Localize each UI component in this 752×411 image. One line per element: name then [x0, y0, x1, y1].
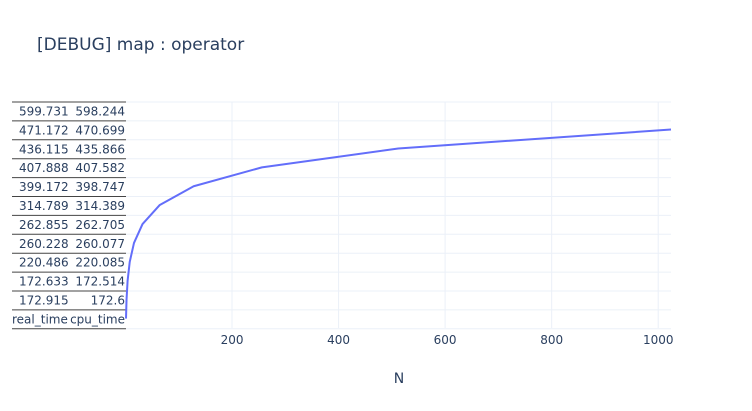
- cell-cpu-time: 262.705: [75, 218, 125, 232]
- cell-real-time: 260.228: [19, 237, 69, 251]
- chart-title: [DEBUG] map : operator: [37, 35, 244, 55]
- column-header-real-time: real_time: [12, 312, 68, 326]
- cell-cpu-time: 435.866: [75, 142, 125, 156]
- series-layer: [125, 128, 672, 319]
- cell-cpu-time: 314.389: [75, 199, 125, 213]
- cell-real-time: 172.633: [19, 275, 69, 289]
- column-header-cpu-time: cpu_time: [70, 312, 125, 326]
- cell-real-time: 220.486: [19, 256, 69, 270]
- cell-cpu-time: 172.514: [75, 275, 125, 289]
- cell-cpu-time: 172.6: [91, 293, 125, 307]
- cell-cpu-time: 220.085: [75, 256, 125, 270]
- cell-real-time: 399.172: [19, 180, 69, 194]
- cell-real-time: 172.915: [19, 293, 69, 307]
- cell-cpu-time: 598.244: [75, 104, 125, 118]
- cell-real-time: 436.115: [19, 142, 69, 156]
- data-table: 599.731 598.244 471.172 470.699 436.115 435.8…: [12, 101, 126, 330]
- x-tick-label-600: 600: [434, 333, 457, 347]
- cell-real-time: 407.888: [19, 161, 69, 175]
- cell-real-time: 314.789: [19, 199, 69, 213]
- cell-real-time: 471.172: [19, 123, 69, 137]
- x-tick-labels: 200 400 600 800 1000: [221, 333, 674, 347]
- cell-real-time: 262.855: [19, 218, 69, 232]
- grid: [126, 101, 671, 330]
- x-tick-label-200: 200: [221, 333, 244, 347]
- cell-cpu-time: 398.747: [75, 180, 125, 194]
- x-tick-label-1000: 1000: [643, 333, 674, 347]
- cell-cpu-time: 470.699: [75, 123, 125, 137]
- x-tick-label-400: 400: [327, 333, 350, 347]
- cell-cpu-time: 260.077: [75, 237, 125, 251]
- series-line-0: [125, 128, 672, 319]
- x-tick-label-800: 800: [540, 333, 563, 347]
- cell-cpu-time: 407.582: [75, 161, 125, 175]
- cell-real-time: 599.731: [19, 104, 69, 118]
- x-axis-title: N: [394, 371, 404, 387]
